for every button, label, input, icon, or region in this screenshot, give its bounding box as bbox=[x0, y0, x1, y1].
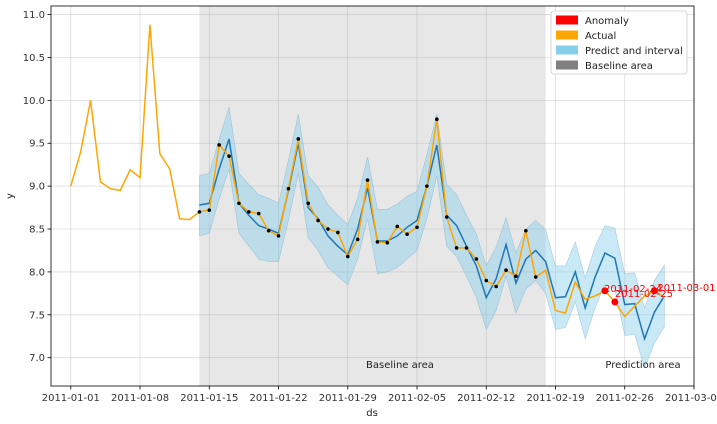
prediction-interval-band bbox=[199, 107, 665, 369]
baseline-area-shade bbox=[199, 6, 546, 386]
actual-point bbox=[237, 201, 241, 206]
anomaly-point bbox=[650, 287, 658, 295]
actual-point bbox=[415, 225, 419, 230]
legend-label-actual: Actual bbox=[585, 31, 616, 42]
actual-point bbox=[484, 278, 489, 283]
actual-point bbox=[207, 208, 212, 212]
legend-box bbox=[550, 10, 688, 75]
y-tick-label: 11.0 bbox=[23, 10, 45, 21]
actual-points-layer bbox=[197, 117, 538, 289]
legend-swatch-baseline bbox=[556, 60, 578, 70]
legend-swatch-anomaly bbox=[556, 15, 578, 25]
baseline-area-layer bbox=[199, 6, 546, 386]
actual-point bbox=[247, 210, 251, 214]
x-tick-label: 2011-01-08 bbox=[111, 393, 169, 404]
anomaly-label: 2011-02-25 bbox=[615, 289, 673, 300]
actual-point bbox=[316, 218, 320, 223]
baseline-area-label: Baseline area bbox=[366, 360, 434, 371]
x-tick-label: 2011-02-26 bbox=[596, 393, 654, 404]
actual-point bbox=[227, 154, 231, 158]
legend-swatch-actual bbox=[556, 30, 578, 40]
x-axis-ticks: 2011-01-01 2011-01-08 2011-01-15 2011-01-22… bbox=[42, 386, 717, 404]
y-tick-label: 7.0 bbox=[29, 353, 45, 364]
actual-point bbox=[296, 137, 301, 141]
actual-point bbox=[425, 184, 429, 188]
actual-point bbox=[454, 246, 459, 250]
actual-point bbox=[336, 230, 340, 235]
actual-point bbox=[266, 228, 271, 233]
grid-lines bbox=[51, 6, 695, 386]
actual-point bbox=[464, 246, 469, 250]
actual-point bbox=[474, 257, 479, 261]
y-axis-ticks: 7.0 7.5 8.0 8.5 9.0 9.5 10.0 10.5 11.0 bbox=[23, 10, 51, 364]
legend-label-baseline: Baseline area bbox=[585, 61, 653, 72]
x-tick-label: 2011-02-05 bbox=[388, 393, 446, 404]
y-tick-label: 10.0 bbox=[23, 96, 45, 107]
prediction-interval-layer bbox=[199, 107, 665, 369]
actual-point bbox=[365, 178, 370, 182]
actual-point bbox=[286, 186, 291, 191]
actual-point bbox=[326, 227, 330, 231]
actual-point bbox=[533, 275, 538, 279]
y-tick-label: 8.0 bbox=[29, 267, 45, 278]
actual-point bbox=[405, 232, 409, 236]
actual-point bbox=[197, 210, 202, 214]
x-tick-label: 2011-01-15 bbox=[180, 393, 238, 404]
y-tick-label: 7.5 bbox=[29, 310, 45, 321]
actual-point bbox=[514, 274, 518, 279]
actual-point bbox=[256, 211, 261, 216]
actual-point bbox=[306, 201, 311, 206]
anomaly-label: 2011-02-24 bbox=[604, 284, 662, 295]
legend-label-predict: Predict and interval bbox=[585, 46, 683, 57]
actual-point bbox=[276, 234, 281, 238]
actual-point bbox=[385, 240, 390, 245]
legend-swatch-predict bbox=[556, 45, 578, 55]
actual-point bbox=[524, 228, 528, 233]
x-tick-label: 2011-03-05 bbox=[665, 393, 717, 404]
prediction-line-layer bbox=[199, 138, 665, 342]
x-tick-label: 2011-01-29 bbox=[319, 393, 377, 404]
actual-point bbox=[345, 254, 350, 259]
actual-point bbox=[504, 268, 508, 272]
x-tick-label: 2011-01-22 bbox=[249, 393, 307, 404]
x-tick-label: 2011-02-19 bbox=[526, 393, 584, 404]
actual-point bbox=[494, 284, 498, 289]
actual-point bbox=[444, 215, 449, 219]
actual-point bbox=[435, 117, 439, 122]
legend-label-anomaly: Anomaly bbox=[585, 16, 629, 27]
y-tick-label: 9.5 bbox=[29, 139, 45, 150]
y-tick-label: 8.5 bbox=[29, 225, 45, 236]
y-tick-label: 9.0 bbox=[29, 182, 45, 193]
legend: Anomaly Actual Predict and interval Base… bbox=[550, 10, 688, 75]
x-axis-title: ds bbox=[366, 408, 378, 419]
actual-point bbox=[217, 143, 221, 147]
prediction-area-label: Prediction area bbox=[605, 360, 680, 371]
actual-point bbox=[375, 240, 380, 244]
plot-frame bbox=[50, 5, 695, 387]
y-tick-label: 10.5 bbox=[23, 53, 45, 64]
anomaly-label: 2011-03-01 bbox=[657, 283, 715, 294]
prediction-line bbox=[199, 138, 665, 342]
actual-point bbox=[355, 237, 360, 242]
x-tick-label: 2011-01-01 bbox=[42, 393, 100, 404]
y-axis-title: y bbox=[5, 193, 16, 199]
anomaly-point bbox=[611, 298, 619, 306]
x-tick-label: 2011-02-12 bbox=[457, 393, 515, 404]
anomaly-point bbox=[601, 287, 609, 295]
actual-point bbox=[395, 224, 400, 229]
